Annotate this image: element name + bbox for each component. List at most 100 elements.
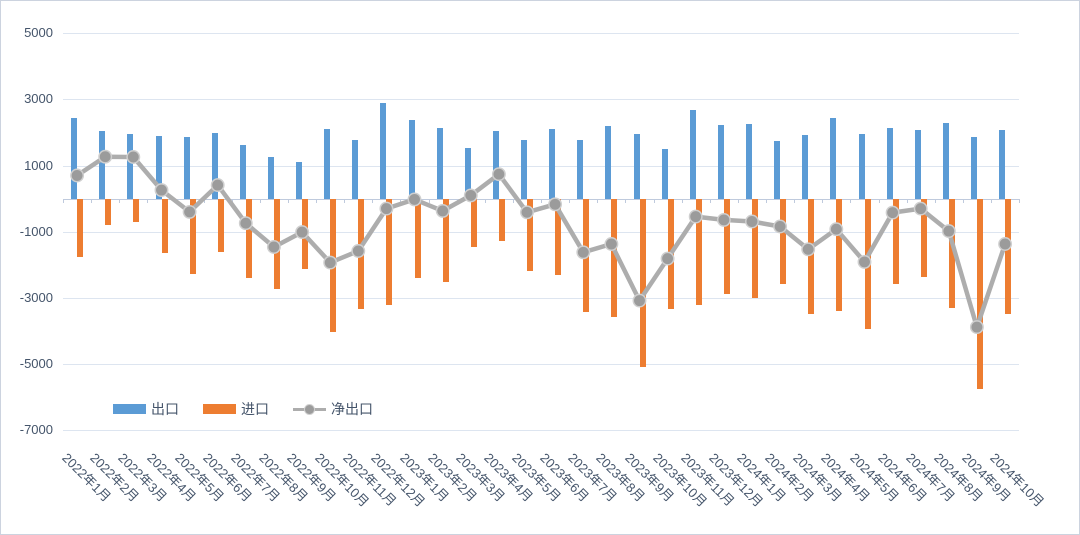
net-export-marker <box>857 254 872 269</box>
bar-export <box>380 103 387 199</box>
y-axis-label: 3000 <box>24 91 53 107</box>
bar-import <box>780 198 787 285</box>
net-export-marker <box>969 320 984 335</box>
y-axis-label: -1000 <box>19 223 53 239</box>
bar-export <box>999 129 1006 199</box>
bar-import <box>639 198 646 367</box>
bar-export <box>324 129 331 199</box>
net-export-marker <box>716 212 731 227</box>
bar-export <box>71 117 78 199</box>
net-export-marker <box>295 225 310 240</box>
bar-import <box>217 198 224 252</box>
x-axis-tick <box>147 198 149 203</box>
bar-export <box>352 140 359 199</box>
x-axis-tick <box>794 198 796 203</box>
bar-export <box>436 128 443 199</box>
net-export-marker <box>885 205 900 220</box>
x-axis-tick <box>766 198 767 203</box>
net-export-marker <box>238 216 253 231</box>
bar-export <box>914 130 921 199</box>
x-axis-tick <box>484 198 486 203</box>
x-axis-tick <box>709 198 711 203</box>
net-export-marker <box>660 251 675 266</box>
x-axis-tick <box>878 198 880 203</box>
net-export-marker <box>745 214 759 229</box>
bar-export <box>830 118 837 199</box>
x-axis-tick <box>231 198 233 203</box>
net-export-marker <box>576 245 591 260</box>
net-export-marker <box>154 183 169 198</box>
bar-export <box>717 125 724 199</box>
gridline <box>63 99 1019 101</box>
net-export-marker <box>998 237 1013 251</box>
net-export-marker <box>548 197 563 212</box>
bar-import <box>723 198 730 295</box>
x-axis-tick <box>63 198 64 203</box>
bar-import <box>77 198 84 257</box>
net-export-marker <box>379 201 394 216</box>
bar-export <box>689 110 696 199</box>
bar-export <box>858 133 865 199</box>
y-axis-label: 5000 <box>24 25 53 41</box>
x-axis-tick <box>288 198 289 203</box>
bar-export <box>577 139 584 199</box>
bar-export <box>886 127 893 199</box>
bar-import <box>161 198 168 253</box>
bar-export <box>549 128 556 199</box>
bar-export <box>211 132 218 199</box>
bar-import <box>695 198 702 306</box>
bar-export <box>296 162 303 199</box>
bar-import <box>245 198 252 278</box>
bar-import <box>498 198 505 242</box>
import-swatch <box>203 404 236 414</box>
bar-export <box>408 120 415 199</box>
x-axis-tick <box>597 198 599 203</box>
bar-export <box>942 122 949 199</box>
bar-export <box>99 130 106 199</box>
net-export-marker-glyph <box>304 403 315 415</box>
y-axis-label: -7000 <box>19 422 53 438</box>
bar-export <box>127 133 134 199</box>
x-axis-tick <box>737 198 739 203</box>
bar-import <box>442 198 449 283</box>
gridline <box>63 33 1019 35</box>
bar-export <box>633 133 640 199</box>
net-export-marker <box>70 168 85 183</box>
x-axis-tick <box>822 198 824 203</box>
legend-label-export: 出口 <box>151 401 179 417</box>
x-axis-tick <box>541 198 542 203</box>
net-export-marker <box>435 203 450 218</box>
bar-import <box>414 198 421 278</box>
net-export-marker <box>463 188 478 203</box>
bar-export <box>970 137 977 199</box>
bar-export <box>267 156 274 199</box>
legend-item-export: 出口 <box>113 402 179 416</box>
bar-export <box>464 147 471 199</box>
bar-export <box>802 135 809 199</box>
bar-export <box>521 139 527 199</box>
bar-import <box>836 198 843 311</box>
net-export-marker <box>913 201 928 216</box>
y-axis-label: 1000 <box>24 157 53 173</box>
x-axis-tick <box>653 198 655 203</box>
net-export-marker <box>941 224 956 239</box>
bar-export <box>746 123 752 199</box>
net-export-marker <box>801 242 816 257</box>
net-export-marker <box>182 204 197 219</box>
legend: 出口 进口 净出口 <box>113 402 373 416</box>
bar-import <box>892 198 899 284</box>
net-export-marker <box>520 205 534 220</box>
bar-export <box>774 141 781 199</box>
x-axis-tick <box>428 198 430 203</box>
bar-export <box>239 145 246 199</box>
y-axis-label: -5000 <box>19 356 53 372</box>
gridline <box>63 298 1019 299</box>
bar-import <box>611 198 618 317</box>
net-export-line <box>75 154 1008 330</box>
net-export-marker <box>351 244 366 258</box>
net-export-marker <box>688 209 703 224</box>
legend-label-import: 进口 <box>241 401 269 417</box>
x-axis-tick <box>850 198 852 203</box>
x-axis-tick <box>512 198 514 203</box>
